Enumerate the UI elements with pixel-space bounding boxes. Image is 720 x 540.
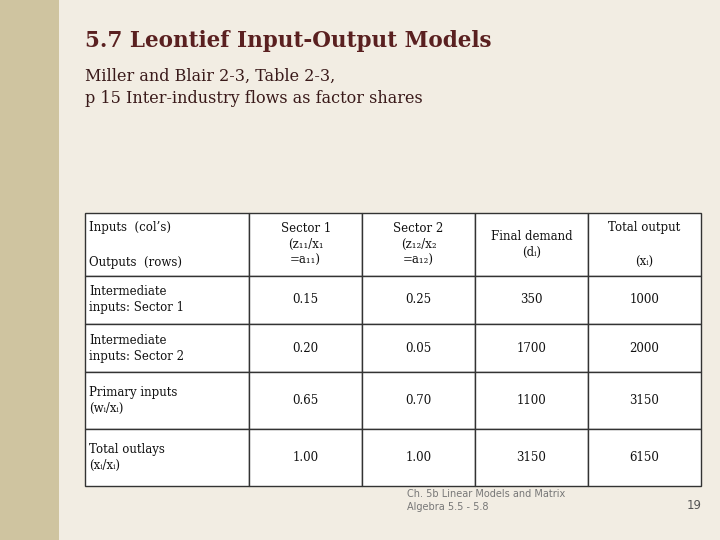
Text: 1100: 1100 <box>516 394 546 407</box>
Text: 1.00: 1.00 <box>292 451 319 464</box>
Text: 0.65: 0.65 <box>292 394 319 407</box>
Text: Intermediate
inputs: Sector 1: Intermediate inputs: Sector 1 <box>89 286 184 314</box>
Text: Ch. 5b Linear Models and Matrix
Algebra 5.5 - 5.8: Ch. 5b Linear Models and Matrix Algebra … <box>407 489 565 512</box>
Text: 0.05: 0.05 <box>405 342 432 355</box>
Text: 1.00: 1.00 <box>405 451 431 464</box>
Text: 1700: 1700 <box>516 342 546 355</box>
Text: Primary inputs
(wᵢ/xᵢ): Primary inputs (wᵢ/xᵢ) <box>89 386 178 415</box>
Text: Total outlays
(xᵢ/xᵢ): Total outlays (xᵢ/xᵢ) <box>89 443 165 472</box>
Text: 19: 19 <box>687 499 702 512</box>
Text: 6150: 6150 <box>629 451 659 464</box>
Text: Sector 2
(z₁₂/x₂
=a₁₂): Sector 2 (z₁₂/x₂ =a₁₂) <box>393 222 444 267</box>
Text: Final demand
(dᵢ): Final demand (dᵢ) <box>490 230 572 259</box>
Text: Inputs  (col’s): Inputs (col’s) <box>89 220 171 233</box>
Text: 3150: 3150 <box>516 451 546 464</box>
Text: 0.70: 0.70 <box>405 394 432 407</box>
Text: Sector 1
(z₁₁/x₁
=a₁₁): Sector 1 (z₁₁/x₁ =a₁₁) <box>281 222 331 267</box>
Text: Miller and Blair 2-3, Table 2-3,: Miller and Blair 2-3, Table 2-3, <box>85 68 336 84</box>
Text: p 15 Inter-industry flows as factor shares: p 15 Inter-industry flows as factor shar… <box>85 90 423 107</box>
Text: 0.15: 0.15 <box>292 293 319 306</box>
Text: 0.20: 0.20 <box>292 342 319 355</box>
Text: 2000: 2000 <box>629 342 659 355</box>
Text: Intermediate
inputs: Sector 2: Intermediate inputs: Sector 2 <box>89 334 184 363</box>
Text: Total output: Total output <box>608 220 680 233</box>
Text: 1000: 1000 <box>629 293 659 306</box>
Text: 3150: 3150 <box>629 394 659 407</box>
Text: 350: 350 <box>520 293 543 306</box>
Text: 5.7 Leontief Input-Output Models: 5.7 Leontief Input-Output Models <box>85 30 492 52</box>
Text: (xᵢ): (xᵢ) <box>635 255 653 268</box>
Text: Outputs  (rows): Outputs (rows) <box>89 255 181 268</box>
Text: 0.25: 0.25 <box>405 293 431 306</box>
